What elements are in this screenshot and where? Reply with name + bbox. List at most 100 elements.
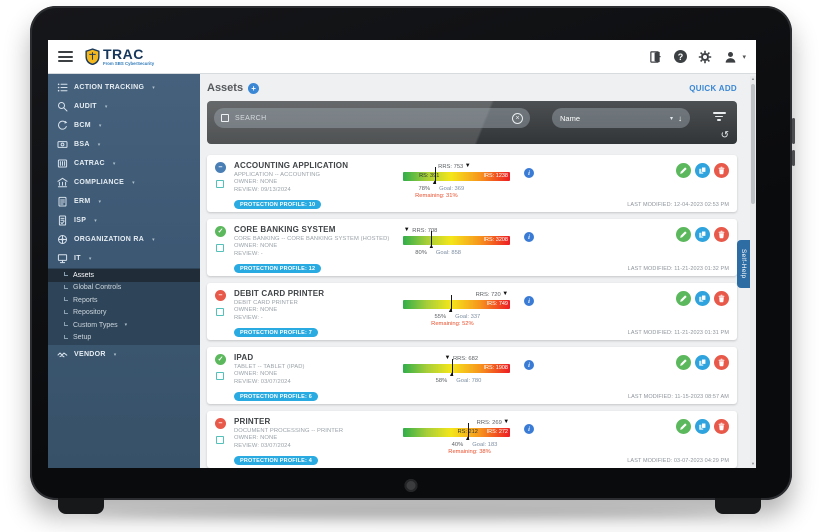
self-help-label: Self-Help [740,249,747,279]
delete-button[interactable] [714,163,729,178]
risk-meter: RRS: 720 ▼ IRS: 749 ▲ 55% Goal: 337 Rema… [403,291,510,335]
filter-icon[interactable] [712,112,726,124]
edit-button[interactable] [676,227,691,242]
settings-gear-icon[interactable] [698,50,712,64]
edit-button[interactable] [676,291,691,306]
caret-down-icon: ▾ [94,217,97,224]
sidebar-item-label: AUDIT [74,103,97,110]
clear-search-icon[interactable]: × [512,112,523,124]
info-icon[interactable]: i [524,424,534,434]
sidebar-item-it[interactable]: IT ▾ [48,249,200,268]
sidebar-item-audit[interactable]: AUDIT ▾ [48,97,200,116]
user-caret-icon[interactable]: ▾ [742,53,746,61]
sidebar-item-compliance[interactable]: COMPLIANCE ▾ [48,173,200,192]
asset-checkbox[interactable] [216,372,224,380]
main-content: Assets + QUICK ADD × Name ▾ ↓ [200,74,756,468]
search-box[interactable]: × [214,108,530,128]
sort-dropdown[interactable]: Name ▾ ↓ [552,108,690,128]
asset-title[interactable]: DEBIT CARD PRINTER [234,289,325,298]
sidebar-submenu: Assets ▾ Global Controls ▾ Reports ▾ Rep… [48,268,200,345]
search-input[interactable] [235,114,512,122]
sidebar-item-organization-ra[interactable]: ORGANIZATION RA ▾ [48,230,200,249]
delete-button[interactable] [714,355,729,370]
user-icon[interactable] [723,50,737,64]
add-asset-button[interactable]: + [248,82,260,94]
copy-button[interactable] [695,355,710,370]
asset-checkbox[interactable] [216,244,224,252]
sidebar-item-action-tracking[interactable]: ACTION TRACKING ▾ [48,78,200,97]
scroll-up-icon[interactable]: ▲ [751,76,755,81]
quick-add-link[interactable]: QUICK ADD [689,83,737,93]
info-icon[interactable]: i [524,232,534,242]
asset-title[interactable]: CORE BANKING SYSTEM [234,225,336,234]
sidebar-subitem-label: Setup [73,334,92,342]
help-icon[interactable]: ? [673,50,687,64]
asset-checkbox[interactable] [216,180,224,188]
copy-button[interactable] [695,163,710,178]
info-icon[interactable]: i [524,296,534,306]
risk-gradient-bar: IRS: 3208 [403,235,510,245]
delete-button[interactable] [714,227,729,242]
row-actions [676,291,729,306]
sidebar-item-bcm[interactable]: BCM ▾ [48,116,200,135]
tablet-frame: TRAC From SBS CyberSecurity ? ▾ [30,6,795,500]
sidebar-item-label: CATRAC [74,160,105,167]
copy-button[interactable] [695,419,710,434]
scrollbar[interactable]: ▲ ▼ [750,76,756,467]
edit-button[interactable] [676,163,691,178]
status-minus-icon: – [215,418,226,429]
shield-logo-icon [85,48,100,65]
info-icon[interactable]: i [524,360,534,370]
rrs-marker-icon: ▼ [503,419,510,425]
subitem-branch-icon [64,297,68,302]
sidebar-item-global-controls[interactable]: Global Controls ▾ [48,282,200,295]
sidebar-item-isp[interactable]: ISP ▾ [48,211,200,230]
scroll-down-icon[interactable]: ▼ [751,461,755,466]
scroll-thumb[interactable] [751,84,755,204]
delete-button[interactable] [714,419,729,434]
asset-checkbox[interactable] [216,308,224,316]
sidebar-item-label: ORGANIZATION RA [74,236,145,243]
row-actions [676,355,729,370]
sidebar-item-custom-types[interactable]: Custom Types ▾ [48,319,200,332]
asset-checkbox[interactable] [216,436,224,444]
edit-button[interactable] [676,355,691,370]
asset-subtitle: CORE BANKING -- CORE BANKING SYSTEM (HOS… [234,235,390,242]
copy-button[interactable] [695,291,710,306]
sidebar-item-label: ISP [74,217,87,224]
info-icon[interactable]: i [524,168,534,178]
rrs-marker-icon: ▼ [464,163,471,169]
status-check-icon: ✓ [215,354,226,365]
copy-button[interactable] [695,227,710,242]
caret-down-icon: ▾ [97,141,101,148]
sidebar-item-setup[interactable]: Setup ▾ [48,332,200,345]
row-actions [676,227,729,242]
delete-button[interactable] [714,291,729,306]
sidebar-item-catrac[interactable]: CATRAC ▾ [48,154,200,173]
sidebar-item-repository[interactable]: Repository ▾ [48,307,200,320]
sidebar-item-vendor[interactable]: VENDOR ▾ [48,345,200,364]
goal-marker-line [431,231,433,248]
hamburger-menu-icon[interactable] [58,51,73,62]
sidebar-subitem-label: Reports [73,296,98,304]
rrs-label: RRS: 708 [412,228,438,234]
sidebar-item-reports[interactable]: Reports ▾ [48,294,200,307]
irs-label: IRS: 749 [486,301,508,308]
edit-button[interactable] [676,419,691,434]
search-checkbox[interactable] [221,114,229,122]
status-minus-icon: – [215,290,226,301]
row-actions [676,163,729,178]
caret-down-icon: ▾ [112,160,116,167]
caret-down-icon: ▾ [152,84,155,91]
asset-title[interactable]: IPAD [234,353,254,362]
history-icon[interactable]: ↺ [720,130,729,141]
asset-title[interactable]: PRINTER [234,417,271,426]
sidebar-item-bsa[interactable]: BSA ▾ [48,135,200,154]
sidebar-item-assets[interactable]: Assets ▾ [48,269,200,282]
sidebar-item-erm[interactable]: ERM ▾ [48,192,200,211]
sort-value: Name [560,113,581,123]
logout-door-icon[interactable] [648,50,662,64]
asset-title[interactable]: ACCOUNTING APPLICATION [234,161,349,170]
sort-direction-icon[interactable]: ↓ [678,113,682,123]
self-help-tab[interactable]: Self-Help [737,240,750,288]
